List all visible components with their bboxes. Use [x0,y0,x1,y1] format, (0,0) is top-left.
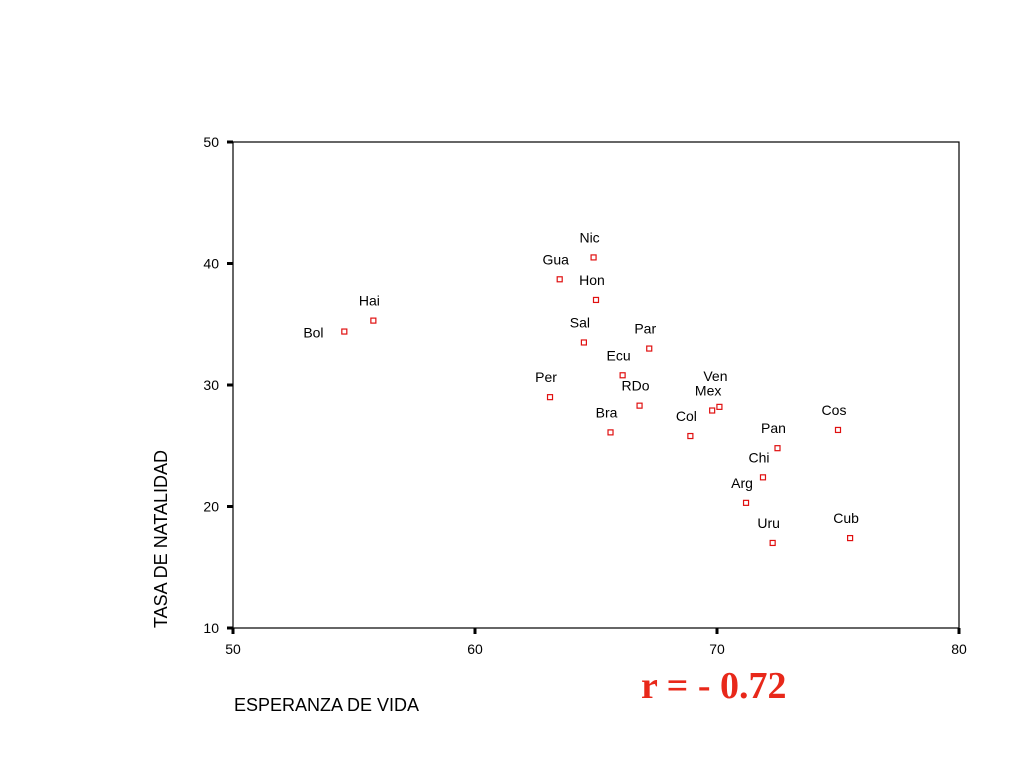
point-label-ven: Ven [703,368,727,384]
data-point-hon [592,296,600,304]
y-axis-title: TASA DE NATALIDAD [151,450,171,628]
x-tick-label: 60 [467,641,483,657]
data-point-bra [607,429,614,436]
y-tick-label: 30 [203,377,219,393]
data-point-par [646,345,653,352]
x-tick-label: 80 [951,641,967,657]
point-label-hai: Hai [359,293,380,309]
data-point-rdo [636,402,643,409]
data-point-per [546,394,554,401]
data-point-col [687,432,694,440]
point-label-per: Per [535,369,557,385]
axes [232,141,960,629]
point-label-gua: Gua [542,251,569,267]
data-point-bol [341,328,348,335]
data-point-ecu [619,372,626,379]
data-point-cub [846,534,854,542]
y-tick-label: 20 [203,499,219,515]
point-label-ecu: Ecu [607,347,631,363]
correlation-annotation: r = - 0.72 [641,665,787,707]
point-label-bol: Bol [303,325,323,341]
ticks: 50 60 70 80 10 20 30 40 50 [203,134,967,657]
point-label-sal: Sal [570,314,590,330]
x-tick-label: 70 [709,641,725,657]
point-label-cub: Cub [833,510,859,526]
plot-frame [232,141,960,629]
point-label-pan: Pan [761,420,786,436]
data-point-chi [759,474,767,481]
data-point-nic [590,254,597,261]
data-point-mex [709,407,716,414]
data-point-gua [556,276,563,283]
x-axis-title: ESPERANZA DE VIDA [234,695,419,715]
point-label-cos: Cos [822,402,847,418]
data-point-uru [769,539,776,547]
y-tick-label: 10 [203,620,219,636]
point-label-par: Par [634,321,656,337]
point-label-rdo: RDo [622,378,650,394]
point-label-bra: Bra [596,404,618,420]
data-point-pan [774,445,781,452]
y-tick-label: 50 [203,134,219,150]
x-tick-label: 50 [225,641,241,657]
point-label-arg: Arg [731,475,753,491]
y-tick-label: 40 [203,256,219,272]
point-label-mex: Mex [695,383,721,399]
data-points [341,254,854,547]
point-label-nic: Nic [579,229,599,245]
point-label-uru: Uru [757,515,780,531]
point-label-hon: Hon [579,272,605,288]
data-point-ven [716,403,723,410]
point-label-col: Col [676,408,697,424]
data-point-sal [580,339,588,346]
data-point-arg [742,499,750,506]
data-point-hai [370,317,377,324]
point-label-chi: Chi [748,449,769,465]
data-point-cos [834,426,842,434]
